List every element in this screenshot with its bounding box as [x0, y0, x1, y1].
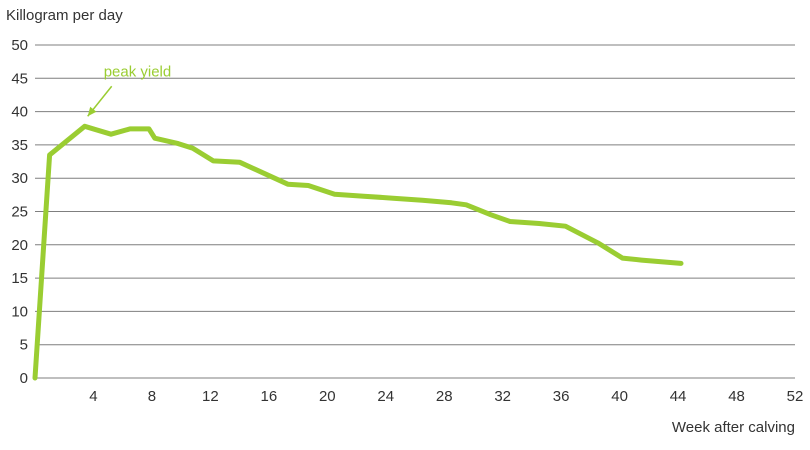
x-tick-label: 16: [261, 388, 278, 405]
y-tick-label: 45: [11, 70, 28, 87]
y-axis-title: Killogram per day: [6, 7, 123, 24]
y-tick-label: 30: [11, 170, 28, 187]
y-tick-label: 25: [11, 204, 28, 221]
x-tick-label: 4: [89, 388, 97, 405]
series-line-0: [32, 123, 684, 381]
x-tick-label: 48: [728, 388, 745, 405]
x-tick-label: 20: [319, 388, 336, 405]
y-tick-label: 40: [11, 104, 28, 121]
x-tick-label: 36: [553, 388, 570, 405]
annotation-layer: peak yield: [87, 63, 172, 117]
y-axis-tick-labels: 0 5 10 15 20 25 30 35 40 45 50: [11, 37, 28, 387]
annotation-peak-yield-label: peak yield: [104, 63, 172, 80]
annotation-arrowhead: [87, 106, 97, 117]
x-tick-label: 52: [787, 388, 804, 405]
gridlines: [35, 44, 795, 379]
y-tick-label: 10: [11, 303, 28, 320]
x-tick-label: 12: [202, 388, 219, 405]
x-axis-tick-labels: 4 8 12 16 20 24 28 32 36 40 44 48 52: [89, 388, 803, 405]
y-tick-label: 20: [11, 237, 28, 254]
x-tick-label: 44: [670, 388, 687, 405]
y-tick-label: 35: [11, 137, 28, 154]
y-tick-label: 5: [20, 337, 28, 354]
x-tick-label: 32: [494, 388, 511, 405]
x-tick-label: 24: [377, 388, 394, 405]
series-layer: [32, 123, 684, 381]
x-tick-label: 40: [611, 388, 628, 405]
x-axis-title: Week after calving: [672, 419, 795, 436]
y-tick-label: 50: [11, 37, 28, 54]
x-tick-label: 28: [436, 388, 453, 405]
x-tick-label: 8: [148, 388, 156, 405]
y-tick-label: 0: [20, 370, 28, 387]
y-tick-label: 15: [11, 270, 28, 287]
